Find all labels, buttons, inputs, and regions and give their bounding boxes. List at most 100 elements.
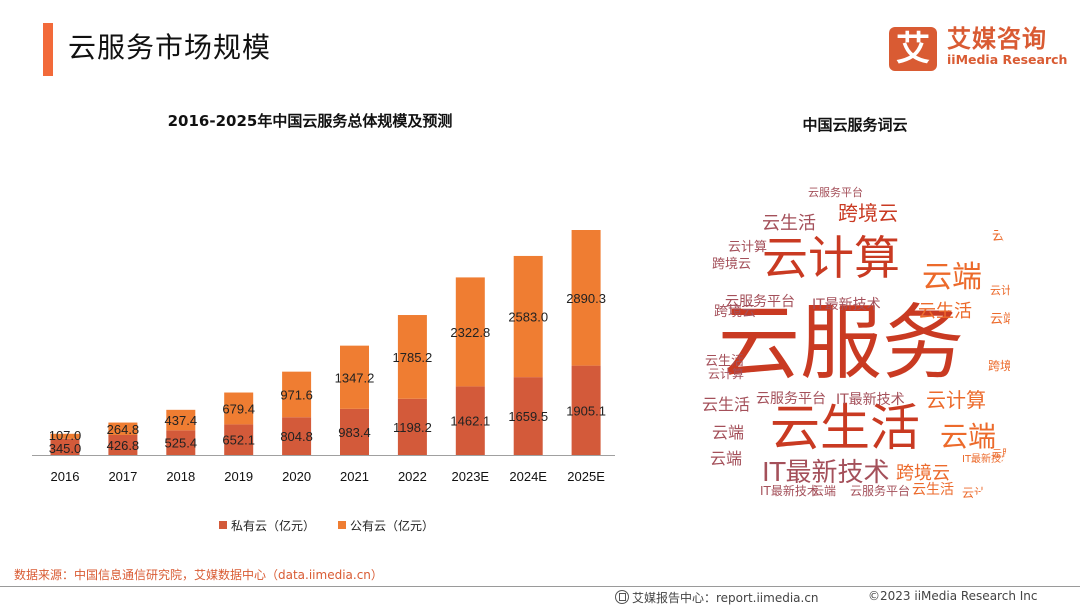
cloud-word: 云端 (990, 312, 1010, 327)
cloud-word: IT最新技术 (947, 222, 982, 231)
cloud-word: 云生活 (762, 213, 816, 234)
title-accent-bar (43, 23, 53, 76)
cloud-word: 云生活 (949, 243, 967, 250)
cloud-word: 云服务平台 (756, 391, 826, 407)
data-label: 971.6 (280, 387, 313, 402)
cloud-word: IT最新技术 (772, 186, 802, 194)
data-label: 107.0 (49, 428, 82, 443)
data-label: 679.4 (222, 401, 255, 416)
cloud-word: 云服务平台 (983, 472, 1006, 478)
cloud-word: 云端 (710, 449, 743, 468)
cloud-word: 云服务 (911, 234, 931, 243)
bar-private (397, 398, 427, 455)
data-label: 525.4 (165, 436, 198, 451)
cloud-word: 云服务 (771, 194, 788, 201)
cloud-word: 云服务平台 (949, 214, 972, 220)
cloud-word: 云服务平台 (850, 484, 911, 498)
cloud-word: 跨境云 (742, 446, 762, 454)
cloud-word: 跨境云 (736, 414, 750, 420)
cloud-word: 云端 (707, 388, 716, 394)
cloud-word: 云服务平台 (701, 472, 723, 478)
cloud-word: 云生活 (984, 193, 1000, 200)
bar-private (571, 365, 601, 455)
cloud-word: 云服务 (878, 194, 893, 200)
data-label: 1785.2 (393, 350, 433, 365)
bar-public (571, 230, 601, 366)
cloud-word: IT最新技术 (737, 502, 766, 509)
x-tick-label: 2025E (567, 469, 605, 484)
cloud-word: 云生活 (707, 282, 729, 291)
data-label: 1659.5 (508, 409, 548, 424)
cloud-word: 跨境云 (701, 234, 717, 241)
bar-private (455, 386, 485, 455)
word-cloud: 云生活 云服务 IT最新技术 IT最新技术 云服务 跨境云 云生活 IT最新技术 云端 云生活 云服… (700, 185, 1010, 515)
data-label: 2322.8 (450, 325, 490, 340)
cloud-word: 云计算 (808, 203, 828, 212)
bar-private (224, 424, 254, 455)
cloud-word: 云生活 (981, 501, 1002, 510)
cloud-word: 云服务 (983, 272, 1003, 280)
cloud-word: 云计算 (990, 284, 1010, 297)
cloud-word: 云计算 (985, 299, 999, 305)
cloud-word: 云生活 (918, 301, 972, 322)
cloud-word: 云端 (910, 203, 922, 210)
data-label: 1198.2 (393, 420, 432, 435)
cloud-word: 云端 (922, 260, 982, 295)
cloud-word: IT最新技术 (914, 503, 944, 511)
cloud-word: 云生活 (776, 501, 798, 510)
x-tick-label: 2016 (51, 469, 80, 484)
data-label: 426.8 (107, 438, 140, 453)
cloud-word: 云服务 (735, 214, 748, 220)
cloud-word: IT最新技术 (962, 454, 1010, 465)
cloud-word: 云端 (985, 376, 999, 385)
cloud-word: IT最新技术 (703, 225, 737, 234)
cloud-word: 云生活 (739, 185, 759, 193)
x-tick-label: 2024E (509, 469, 547, 484)
cloud-word: 云服务 (844, 503, 865, 512)
cloud-word: 云服务 (980, 337, 1001, 346)
cloud-word: 云服务 (951, 203, 969, 210)
cloud-word: 云计算 (949, 232, 965, 239)
cloud-word: 云服务 (917, 453, 938, 462)
globe-cursor-icon (615, 590, 629, 604)
cloud-word: 云端 (992, 229, 1010, 244)
cloud-word: 跨境云 (985, 214, 1006, 223)
cloud-word: 云服务 (718, 296, 965, 391)
bar-private (166, 430, 196, 455)
cloud-word: 云服务平台 (913, 213, 942, 220)
cloud-word: 云服务平台 (915, 185, 938, 190)
wordcloud-title: 中国云服务词云 (802, 116, 908, 134)
data-label: 2890.3 (566, 291, 606, 306)
bar-private (513, 377, 543, 455)
cloud-word: 云计算 (926, 388, 986, 412)
bar-public (513, 255, 543, 378)
cloud-word: 云计算 (986, 329, 1002, 336)
cloud-word: 云服务平台 (725, 294, 795, 310)
bar-private (50, 438, 80, 455)
cloud-word: 云计算 (740, 271, 756, 277)
cloud-word: 云计算 (962, 486, 999, 500)
page-title: 云服务市场规模 (68, 31, 272, 64)
cloud-word: 云生活 (948, 185, 966, 191)
bar-public (397, 315, 427, 399)
brand-logo: 艾 艾媒咨询 iiMedia Research (889, 25, 1069, 73)
footer-divider (0, 586, 1080, 587)
legend-label-public: 公有云（亿元） (350, 518, 434, 533)
cloud-word: 云计算 (762, 231, 900, 285)
cloud-word: 云服务平台 (912, 195, 946, 204)
data-label: 652.1 (222, 433, 255, 448)
cloud-word: 云计算 (728, 240, 768, 255)
cloud-word: 跨境云 (770, 206, 787, 213)
bar-private (282, 417, 312, 455)
bar-public (282, 371, 312, 418)
report-center-link[interactable]: 艾媒报告中心：report.iimedia.cn (632, 591, 819, 605)
cloud-word: 云服务 (951, 502, 966, 508)
cloud-word: 云计算 (736, 483, 756, 491)
cloud-word: 云服务 (910, 252, 927, 259)
legend-swatch-public (338, 521, 346, 529)
x-tick-label: 2020 (282, 469, 311, 484)
cloud-word: 云计算 (949, 473, 966, 480)
cloud-word: 云服务 (700, 290, 715, 297)
bar-public (455, 277, 485, 387)
cloud-word: 云端 (982, 463, 995, 470)
